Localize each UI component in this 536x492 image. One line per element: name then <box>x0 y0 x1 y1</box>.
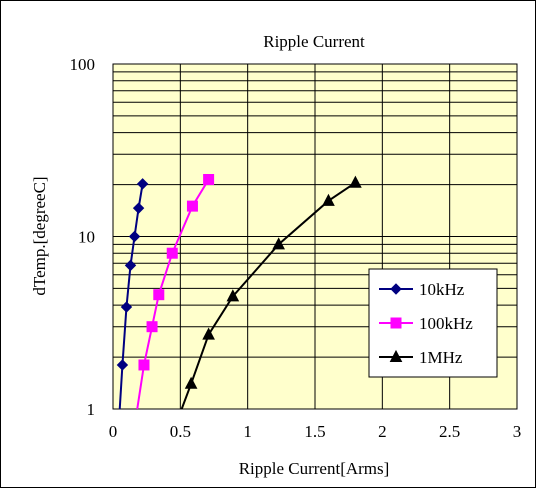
x-axis-label: Ripple Current[Arms] <box>239 459 390 478</box>
data-point <box>184 376 198 389</box>
legend-marker <box>390 317 402 329</box>
x-tick-label: 0 <box>109 422 118 441</box>
x-tick-label: 0.5 <box>170 422 191 441</box>
data-point <box>349 175 362 188</box>
y-tick-label: 10 <box>78 228 95 247</box>
x-tick-label: 3 <box>513 422 522 441</box>
series-100khz <box>136 174 215 410</box>
x-tick-label: 2.5 <box>439 422 460 441</box>
data-point <box>202 327 215 340</box>
data-point <box>116 359 129 371</box>
y-tick-label: 1 <box>87 400 96 419</box>
x-tick-label: 1.5 <box>304 422 325 441</box>
legend: 10kHz 100kHz 1MHz <box>368 268 498 378</box>
data-point <box>272 237 285 250</box>
legend-label: 100kHz <box>419 314 473 333</box>
chart-title: Ripple Current <box>263 32 365 51</box>
data-point <box>146 321 158 333</box>
data-point <box>322 193 335 206</box>
data-point <box>132 202 145 214</box>
data-point <box>128 230 141 243</box>
data-point <box>166 247 178 259</box>
legend-label: 1MHz <box>419 348 463 367</box>
legend-marker <box>389 349 403 362</box>
legend-label: 10kHz <box>419 280 465 299</box>
plot-layer: 0 0.5 1 1.5 2 2.5 3 1 10 100 10kHz 100kHz 1MHz <box>70 55 522 441</box>
series-1mhz <box>180 175 362 410</box>
data-point <box>203 174 215 186</box>
y-axis-label: dTemp.[degreeC] <box>30 176 49 295</box>
data-point <box>120 301 133 313</box>
data-point <box>138 359 150 371</box>
series-10khz <box>116 178 149 410</box>
data-point <box>136 178 149 190</box>
data-point <box>124 259 137 272</box>
plot-border <box>112 63 518 410</box>
x-tick-label: 2 <box>378 422 387 441</box>
data-point <box>226 289 240 302</box>
y-tick-label: 100 <box>70 55 96 74</box>
data-point <box>153 289 165 301</box>
data-point <box>186 200 198 212</box>
legend-marker <box>390 283 402 295</box>
x-tick-label: 1 <box>243 422 252 441</box>
